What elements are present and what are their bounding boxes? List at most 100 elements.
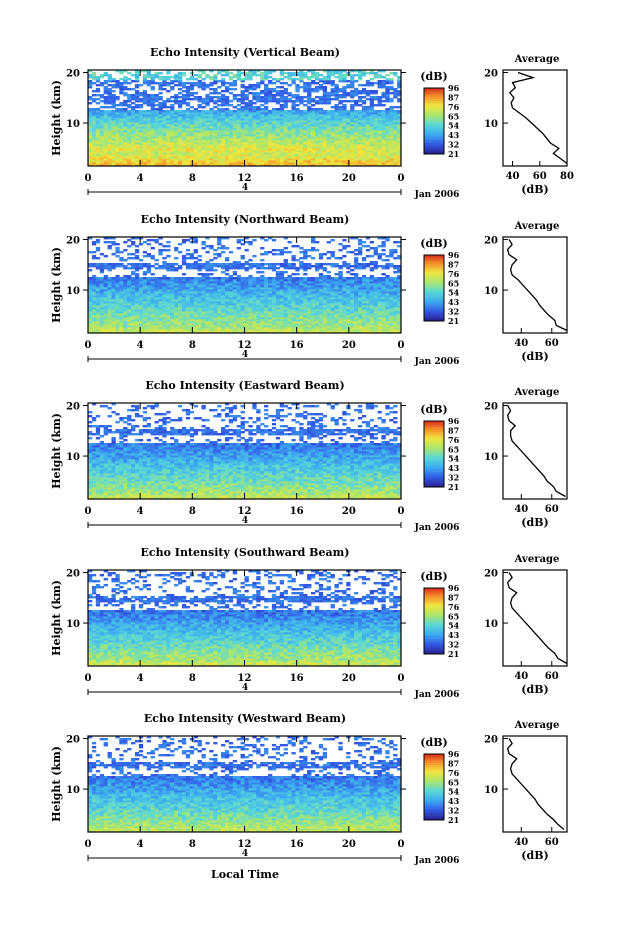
heatmap-cell: [284, 110, 288, 112]
heatmap-cell: [374, 72, 378, 74]
heatmap-cell: [389, 106, 393, 108]
heatmap-cell: [331, 106, 335, 108]
heatmap-cell: [311, 98, 315, 100]
heatmap-cell: [315, 86, 319, 88]
heatmap-cell: [385, 108, 389, 110]
heatmap-cell: [135, 104, 139, 106]
heatmap-cell: [108, 84, 112, 86]
heatmap-cell: [260, 96, 264, 98]
heatmap-cell: [143, 90, 147, 92]
heatmap-cell: [378, 74, 382, 76]
heatmap-cell: [225, 96, 229, 98]
heatmap-cell: [186, 108, 190, 110]
heatmap-cell: [237, 98, 241, 100]
heatmap-cell: [151, 74, 155, 76]
heatmap-cell: [276, 90, 280, 92]
heatmap-cell: [119, 78, 123, 80]
heatmap-cell: [170, 76, 174, 78]
heatmap-cell: [111, 94, 115, 96]
heatmap-cell: [303, 100, 307, 102]
heatmap-cell: [190, 106, 194, 108]
heatmap-cell: [217, 104, 221, 106]
colorbar-cell: [424, 143, 444, 146]
heatmap-cell: [366, 72, 370, 74]
heatmap-cell: [233, 94, 237, 96]
heatmap-cell: [111, 84, 115, 86]
heatmap-cell: [209, 92, 213, 94]
heatmap-cell: [323, 76, 327, 78]
heatmap-cell: [225, 82, 229, 84]
heatmap-cell: [252, 102, 256, 104]
heatmap-cell: [346, 84, 350, 86]
heatmap-cell: [92, 108, 96, 110]
heatmap-cell: [127, 82, 131, 84]
colorbar-cell: [424, 101, 444, 104]
heatmap-cell: [311, 88, 315, 90]
heatmap-cell: [209, 96, 213, 98]
heatmap-cell: [346, 100, 350, 102]
heatmap-cell: [256, 74, 260, 76]
heatmap-cell: [123, 108, 127, 110]
heatmap-cell: [205, 94, 209, 96]
heatmap-cell: [92, 72, 96, 74]
heatmap-cell: [143, 110, 147, 112]
heatmap-cell: [104, 80, 108, 82]
heatmap-cell: [221, 74, 225, 76]
heatmap-cell: [213, 110, 217, 112]
heatmap-cell: [350, 104, 354, 106]
heatmap-cell: [135, 84, 139, 86]
heatmap-cell: [248, 92, 252, 94]
heatmap-cell: [92, 94, 96, 96]
heatmap-cell: [158, 102, 162, 104]
avg-x-axis-label: (dB): [521, 183, 548, 196]
heatmap-cell: [151, 86, 155, 88]
heatmap-cell: [92, 98, 96, 100]
heatmap-cell: [111, 78, 115, 80]
heatmap-cell: [182, 94, 186, 96]
heatmap-cell: [170, 86, 174, 88]
heatmap-cell: [123, 100, 127, 102]
heatmap-cell: [260, 90, 264, 92]
heatmap-cell: [268, 110, 272, 112]
echo-intensity-figure: Echo Intensity (Vertical Beam)0481216200…: [0, 0, 617, 929]
heatmap-cell: [229, 100, 233, 102]
heatmap-cell: [241, 106, 245, 108]
heatmap-cell: [252, 106, 256, 108]
heatmap-cell: [186, 78, 190, 80]
heatmap-cell: [245, 94, 249, 96]
heatmap-cell: [327, 92, 331, 94]
heatmap-cell: [108, 88, 112, 90]
heatmap-cell: [155, 94, 159, 96]
colorbar-cell: [424, 110, 444, 113]
heatmap-cell: [225, 86, 229, 88]
heatmap-cell: [127, 78, 131, 80]
heatmap-cell: [288, 92, 292, 94]
heatmap-cell: [334, 84, 338, 86]
heatmap-cell: [374, 82, 378, 84]
heatmap-cell: [233, 74, 237, 76]
heatmap-cell: [104, 86, 108, 88]
colorbar-cell: [424, 108, 444, 111]
heatmap-cell: [190, 92, 194, 94]
heatmap-cell: [256, 82, 260, 84]
heatmap-cell: [295, 84, 299, 86]
heatmap-cell: [319, 108, 323, 110]
heatmap-cell: [178, 110, 182, 112]
heatmap-cell: [288, 84, 292, 86]
heatmap-cell: [221, 94, 225, 96]
heatmap-cell: [354, 100, 358, 102]
heatmap-cell: [123, 86, 127, 88]
heatmap-cell: [162, 110, 166, 112]
heatmap-cell: [221, 90, 225, 92]
heatmap-cell: [311, 104, 315, 106]
x-tick-label: 20: [342, 173, 356, 184]
heatmap-cell: [291, 94, 295, 96]
panel-title: Echo Intensity (Vertical Beam): [150, 46, 340, 59]
heatmap-cell: [88, 80, 92, 82]
heatmap-cell: [284, 76, 288, 78]
heatmap-cell: [350, 90, 354, 92]
avg-x-tick-label: 60: [533, 171, 547, 182]
heatmap-cell: [100, 74, 104, 76]
heatmap-cell: [374, 104, 378, 106]
